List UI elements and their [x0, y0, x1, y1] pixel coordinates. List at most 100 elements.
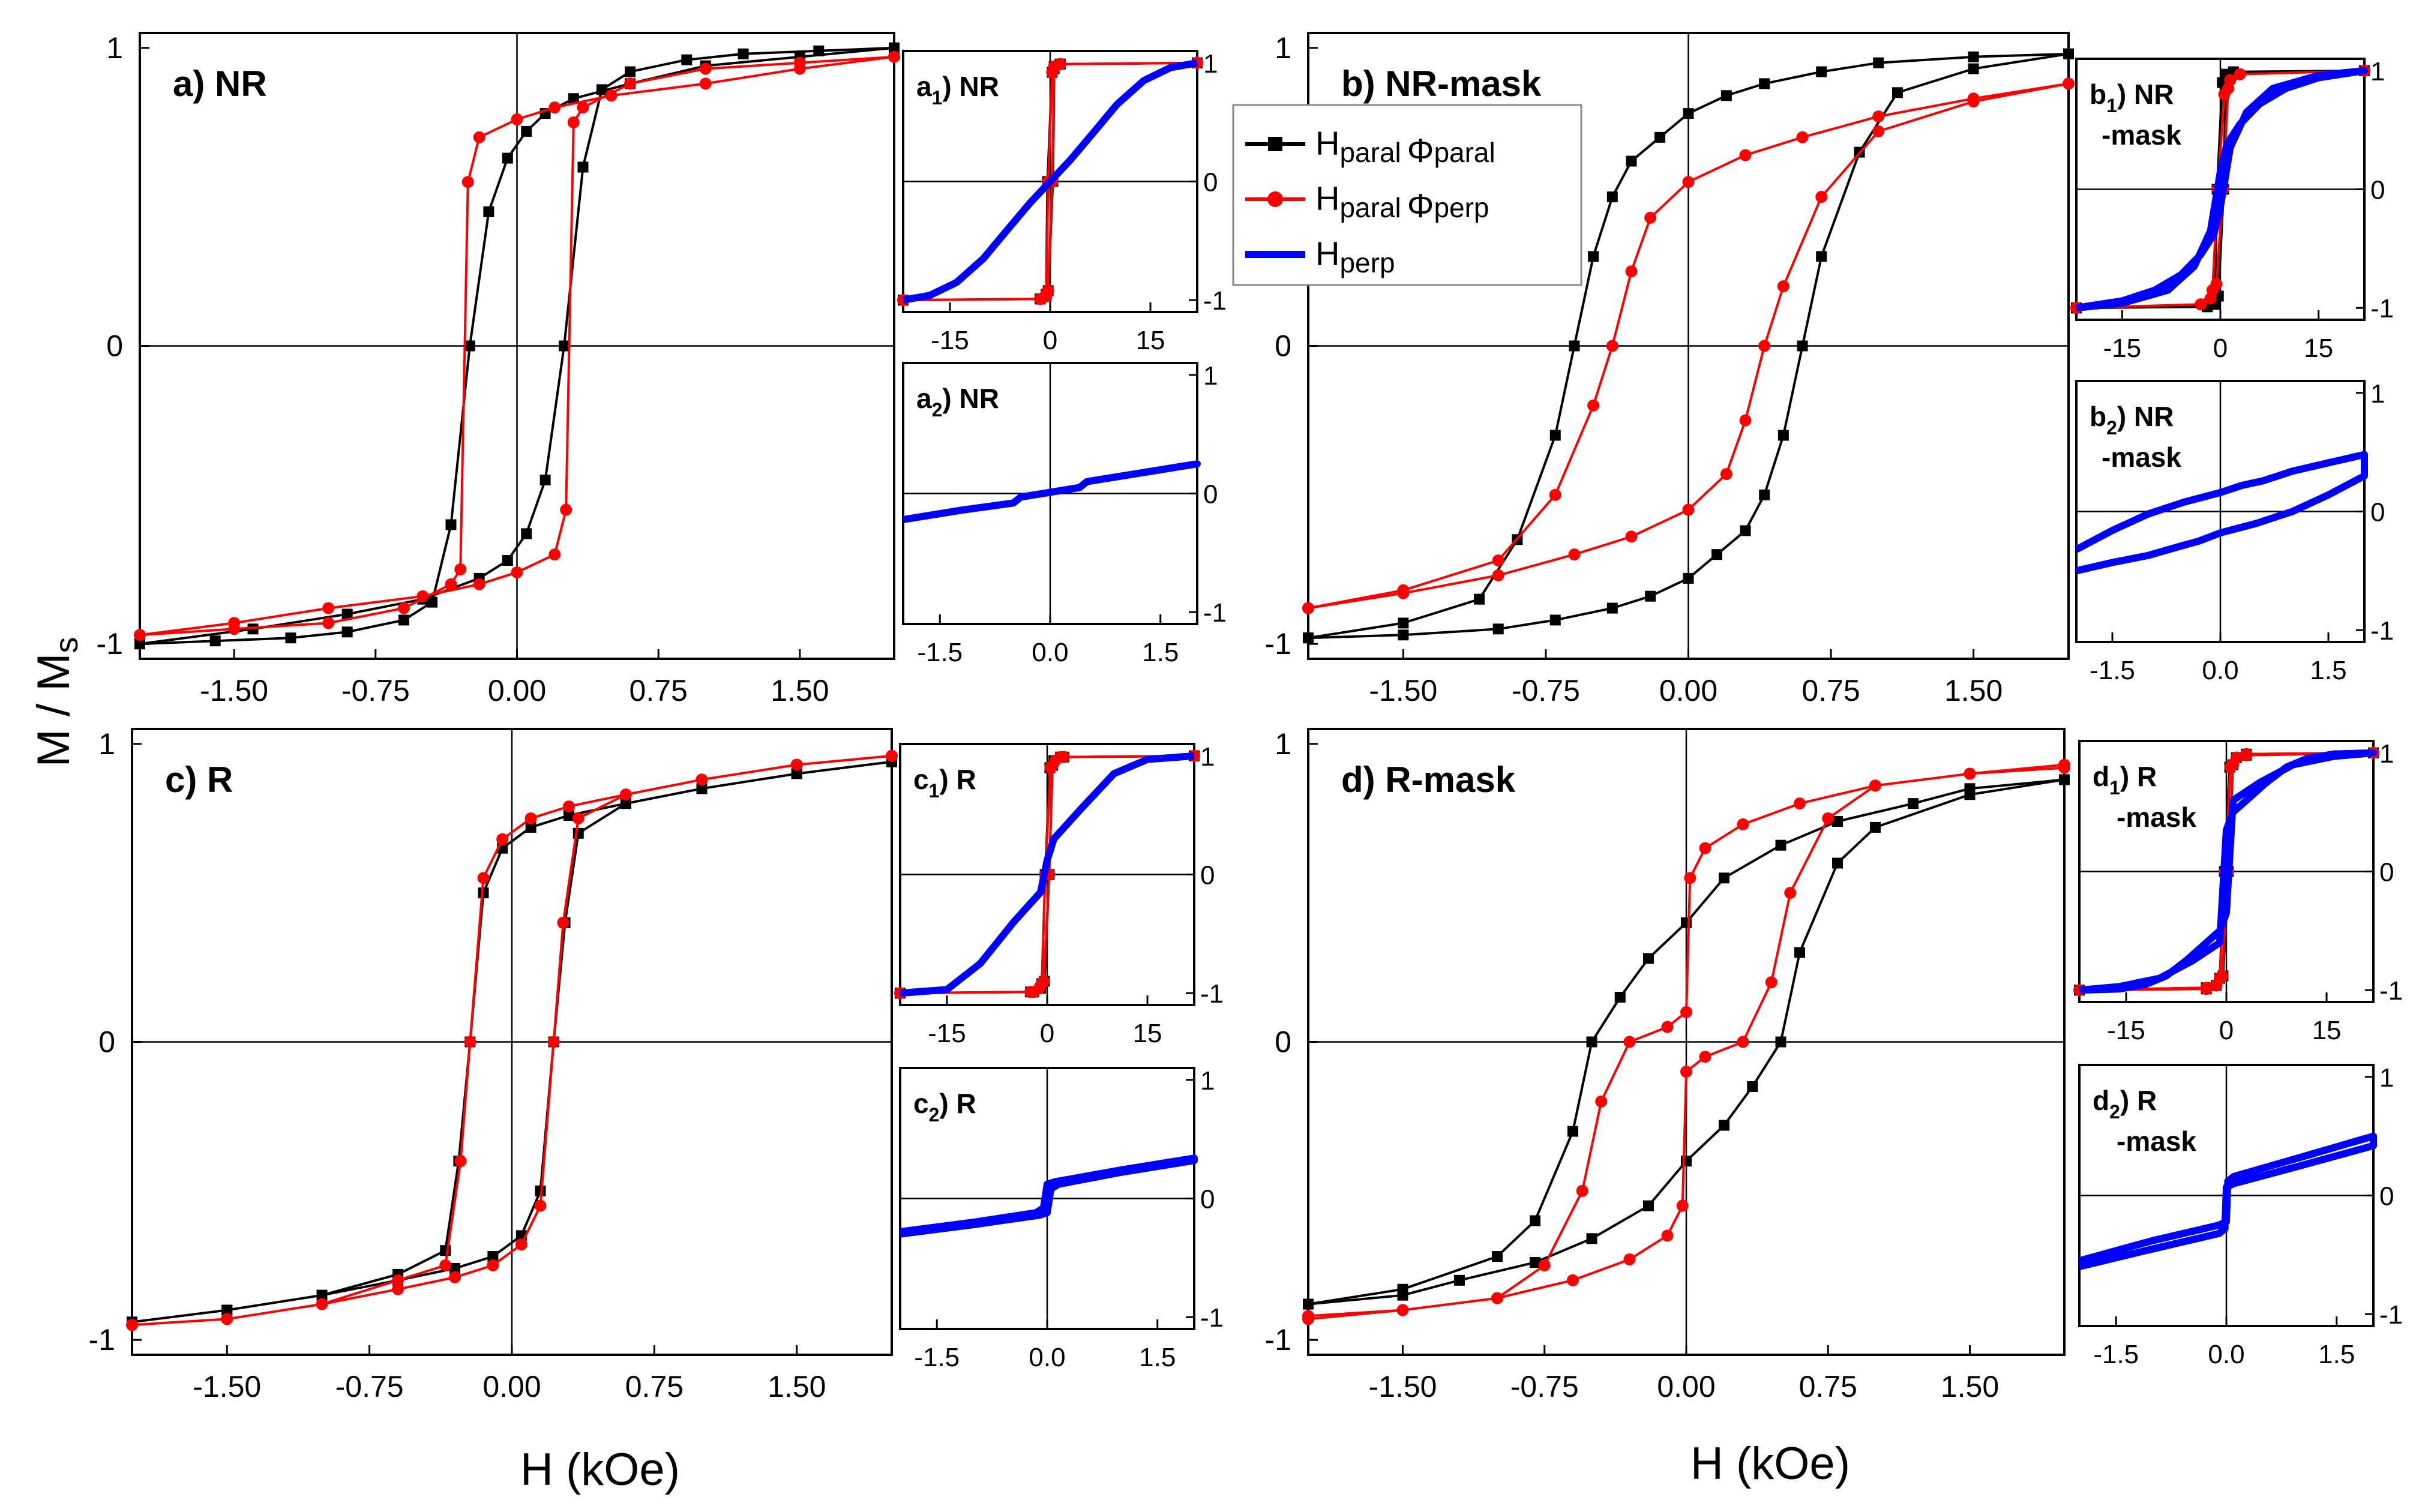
- data-point: [473, 131, 485, 143]
- panel-title: a2) NR: [916, 383, 999, 421]
- data-point: [1908, 798, 1919, 809]
- data-point: [1873, 57, 1884, 68]
- y-tick-label: 1: [1200, 1066, 1215, 1096]
- x-tick-label: -1.50: [193, 1370, 261, 1403]
- panel-title: c2) R: [913, 1088, 976, 1126]
- data-point: [1530, 1215, 1540, 1226]
- y-tick-label: 0: [1203, 480, 1218, 509]
- legend-label: Hparal Φperp: [1315, 179, 1489, 224]
- data-point: [1797, 340, 1808, 352]
- data-point: [1720, 90, 1732, 101]
- y-tick-label: 1: [98, 727, 115, 761]
- y-tick-label: 1: [2370, 57, 2385, 86]
- data-point: [1816, 66, 1827, 77]
- data-point: [559, 340, 570, 352]
- x-tick-label: 15: [2304, 334, 2333, 363]
- data-point: [445, 578, 457, 590]
- data-point: [1777, 430, 1789, 441]
- y-tick-label: 0: [106, 329, 123, 363]
- data-point: [1758, 340, 1771, 352]
- data-point: [1303, 632, 1314, 644]
- data-point: [521, 528, 532, 539]
- x-tick-label: -15: [2103, 334, 2142, 363]
- data-point: [1711, 549, 1723, 560]
- data-point: [1569, 340, 1580, 352]
- panel-d1: -15 0 15 -1 0 1 d1) R -mask: [2073, 739, 2403, 1045]
- data-point: [560, 503, 572, 516]
- legend-marker: [1267, 191, 1283, 207]
- y-tick-label: -1: [1265, 627, 1291, 661]
- x-tick-label: -1.5: [914, 1343, 960, 1372]
- data-point: [1586, 1233, 1597, 1244]
- data-point: [341, 608, 353, 620]
- x-tick-label: -15: [928, 1019, 966, 1048]
- data-point: [461, 176, 474, 188]
- data-point: [1815, 191, 1828, 203]
- x-tick-label: -1.5: [2093, 1340, 2139, 1369]
- data-point: [1595, 1095, 1608, 1108]
- y-tick-label: -1: [2379, 1300, 2403, 1330]
- x-tick-label: 0.75: [1801, 674, 1860, 707]
- data-point: [1872, 125, 1885, 137]
- data-point: [464, 1036, 476, 1048]
- data-point: [1964, 767, 1976, 780]
- data-point: [1794, 947, 1805, 958]
- data-point: [624, 77, 637, 90]
- data-point: [478, 887, 489, 899]
- data-point: [445, 519, 457, 530]
- series-line-perp: [900, 752, 1195, 997]
- data-point: [1822, 812, 1835, 824]
- y-tick-label: 1: [106, 31, 123, 65]
- panel-title: a1) NR: [916, 71, 999, 109]
- data-point: [605, 89, 618, 102]
- data-point: [2059, 774, 2070, 785]
- data-point: [557, 916, 569, 929]
- data-point: [1396, 1304, 1409, 1316]
- data-point: [1892, 87, 1903, 98]
- data-point: [1576, 1184, 1588, 1197]
- data-point: [1606, 602, 1618, 614]
- data-point: [1661, 1021, 1674, 1033]
- data-point: [1775, 1036, 1786, 1048]
- data-point: [1492, 569, 1504, 581]
- data-point: [1626, 155, 1637, 167]
- y-tick-label: 1: [2379, 739, 2394, 769]
- data-point: [1683, 572, 1694, 584]
- data-point: [547, 1036, 560, 1048]
- x-tick-label: -0.75: [341, 674, 410, 707]
- data-point: [427, 596, 438, 608]
- data-point: [738, 48, 749, 59]
- y-tick-label: 1: [2370, 379, 2385, 409]
- data-point: [1492, 623, 1504, 635]
- series-line-perp: [2076, 67, 2368, 312]
- data-point: [1719, 872, 1729, 884]
- data-point: [1968, 63, 1979, 74]
- data-point: [1625, 530, 1638, 543]
- data-point: [247, 623, 259, 635]
- x-tick-label: -0.75: [1510, 1370, 1579, 1403]
- y-tick-label: 0: [1275, 1025, 1291, 1059]
- y-tick-label: 0: [98, 1025, 115, 1059]
- data-point: [1759, 489, 1770, 500]
- data-point: [1643, 1200, 1654, 1211]
- y-axis-label: M / Ms: [28, 637, 85, 767]
- panel-title: c1) R: [913, 764, 976, 802]
- data-point: [625, 66, 636, 77]
- data-point: [316, 1298, 328, 1310]
- data-point: [1606, 340, 1618, 352]
- data-point: [392, 1283, 404, 1295]
- panel-b1: -15 0 15 -1 0 1 b1) NR -mask: [2070, 57, 2394, 363]
- data-point: [534, 1199, 547, 1212]
- series-line-perp: [902, 59, 1198, 304]
- data-point: [1054, 751, 1067, 763]
- data-point: [1567, 1274, 1579, 1286]
- x-tick-label: 0.0: [2208, 1340, 2244, 1369]
- data-point: [1625, 265, 1638, 278]
- data-point: [791, 768, 802, 779]
- x-tick-label: 0.00: [1659, 674, 1717, 707]
- panel-d: -1.50 -0.75 0.00 0.75 1.50 -1 0 1 d) R-mask: [1265, 727, 2070, 1403]
- data-point: [1586, 1036, 1597, 1048]
- x-tick-label: 0: [1040, 1019, 1054, 1048]
- data-point: [1397, 587, 1410, 599]
